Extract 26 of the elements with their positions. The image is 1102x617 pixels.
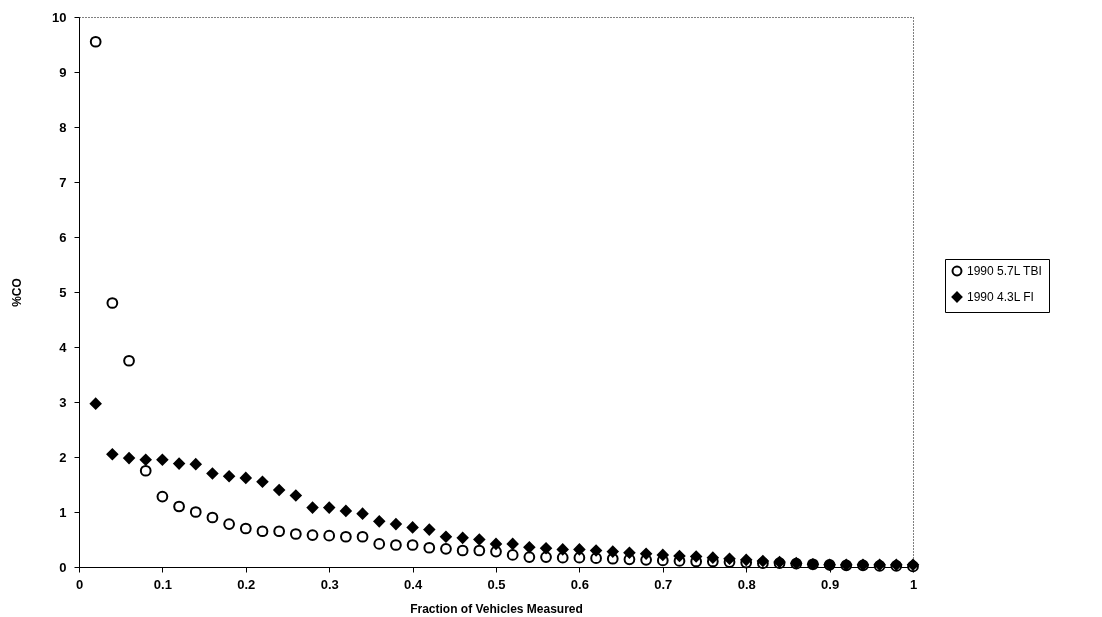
- y-tick-label: 2: [59, 449, 67, 465]
- y-tick-label: 9: [59, 64, 67, 80]
- y-tick-label: 7: [59, 174, 67, 190]
- x-tick-label: 0.3: [320, 576, 339, 592]
- y-axis-title: %CO: [10, 278, 25, 307]
- x-tick-label: 0.9: [821, 576, 840, 592]
- x-tick-label: 0.4: [404, 576, 423, 592]
- x-tick-label: 0.7: [654, 576, 673, 592]
- y-tick-label: 0: [59, 559, 67, 575]
- y-tick-label: 6: [59, 229, 67, 245]
- y-tick-label: 8: [59, 119, 67, 135]
- legend-label: 1990 4.3L FI: [967, 290, 1034, 304]
- y-tick-label: 3: [59, 394, 67, 410]
- x-tick-label: 1: [909, 576, 918, 592]
- x-axis-title: Fraction of Vehicles Measured: [410, 601, 583, 616]
- y-tick-label: 5: [59, 284, 67, 300]
- x-tick-label: 0.1: [153, 576, 172, 592]
- x-tick-label: 0.6: [570, 576, 589, 592]
- y-tick-label: 10: [52, 9, 67, 25]
- legend-label: 1990 5.7L TBI: [967, 264, 1042, 278]
- x-tick-label: 0.8: [737, 576, 756, 592]
- y-tick-label: 1: [59, 504, 67, 520]
- x-tick-label: 0.5: [487, 576, 506, 592]
- x-tick-label: 0: [75, 576, 84, 592]
- y-tick-label: 4: [59, 339, 68, 355]
- x-tick-label: 0.2: [237, 576, 256, 592]
